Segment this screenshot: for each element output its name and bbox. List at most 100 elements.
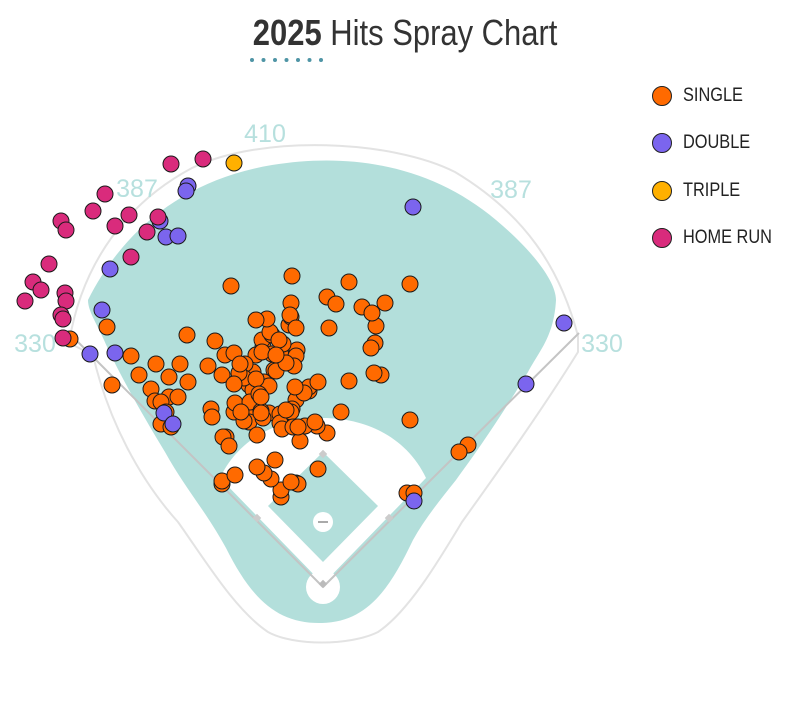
title-year: 2025 bbox=[252, 12, 322, 53]
home-plate bbox=[318, 579, 328, 589]
legend: SINGLE DOUBLE TRIPLE HOME RUN bbox=[652, 84, 802, 273]
outfield-grass bbox=[88, 160, 556, 624]
legend-item-home-run: HOME RUN bbox=[652, 226, 802, 273]
legend-label: TRIPLE bbox=[683, 179, 741, 201]
double-hit-point bbox=[155, 404, 173, 422]
home-run-point bbox=[106, 217, 124, 235]
single-hit-point bbox=[363, 304, 381, 322]
legend-swatch bbox=[652, 227, 672, 248]
single-hit-point bbox=[203, 408, 221, 426]
double-hit-point bbox=[404, 198, 422, 216]
legend-item-triple: TRIPLE bbox=[652, 179, 802, 226]
spray-chart-field: 330 387 410 387 330 bbox=[14, 120, 623, 644]
double-hit-point bbox=[517, 375, 535, 393]
single-hit-point bbox=[247, 370, 265, 388]
title-dot bbox=[284, 58, 289, 62]
double-hit-point bbox=[555, 314, 573, 332]
legend-label: DOUBLE bbox=[683, 132, 751, 154]
distance-left-foul: 330 bbox=[14, 330, 56, 358]
single-hit-point bbox=[253, 343, 271, 361]
single-hit-point bbox=[401, 275, 419, 293]
single-hit-point bbox=[225, 375, 243, 393]
single-hit-point bbox=[283, 267, 301, 285]
single-hit-point bbox=[287, 319, 305, 337]
home-run-point bbox=[138, 223, 156, 241]
home-run-point bbox=[162, 155, 180, 173]
double-hit-point bbox=[93, 301, 111, 319]
single-hit-point bbox=[252, 388, 270, 406]
single-hit-point bbox=[376, 294, 394, 312]
legend-swatch bbox=[652, 86, 672, 106]
single-hit-point bbox=[103, 376, 121, 394]
single-hit-point bbox=[252, 404, 270, 422]
home-run-point bbox=[194, 150, 212, 168]
triple-hit-point bbox=[225, 154, 243, 172]
single-hit-point bbox=[340, 372, 358, 390]
legend-swatch bbox=[652, 180, 672, 201]
home-run-point bbox=[84, 202, 102, 220]
single-hit-point bbox=[365, 364, 383, 382]
title-dot bbox=[296, 58, 300, 62]
home-run-point bbox=[96, 185, 114, 203]
single-hit-point bbox=[231, 355, 249, 373]
legend-item-double: DOUBLE bbox=[652, 131, 802, 178]
chart-title-wrap: 2025 Hits Spray Chart bbox=[0, 12, 804, 54]
single-hit-point bbox=[291, 432, 309, 450]
home-run-point bbox=[57, 221, 75, 239]
single-hit-point bbox=[179, 373, 197, 391]
single-hit-point bbox=[213, 366, 231, 384]
double-hit-point bbox=[101, 260, 119, 278]
single-hit-point bbox=[199, 357, 217, 375]
single-hit-point bbox=[306, 413, 324, 431]
home-run-point bbox=[120, 206, 138, 224]
single-hit-point bbox=[320, 319, 338, 337]
legend-item-single: SINGLE bbox=[652, 84, 802, 131]
single-hit-point bbox=[248, 458, 266, 476]
single-hit-point bbox=[309, 373, 327, 391]
single-hit-point bbox=[171, 355, 189, 373]
home-run-point bbox=[16, 292, 34, 310]
pitchers-rubber bbox=[318, 521, 328, 523]
single-hit-point bbox=[340, 273, 358, 291]
single-hit-point bbox=[286, 378, 304, 396]
title-underline-dots bbox=[250, 58, 323, 62]
chart-title: 2025 Hits Spray Chart bbox=[253, 12, 558, 54]
left-foul-line bbox=[68, 332, 324, 588]
single-hit-point bbox=[282, 473, 300, 491]
title-dot bbox=[307, 58, 312, 62]
single-hit-point bbox=[160, 368, 178, 386]
single-hit-point bbox=[206, 332, 224, 350]
single-hit-point bbox=[232, 403, 250, 421]
single-hit-point bbox=[267, 346, 285, 364]
first-base bbox=[384, 513, 394, 523]
single-hit-point bbox=[309, 460, 327, 478]
distance-left-center: 387 bbox=[116, 175, 158, 203]
single-hit-point bbox=[220, 437, 238, 455]
single-hit-point bbox=[147, 355, 165, 373]
single-hit-point bbox=[270, 331, 288, 349]
single-hit-point bbox=[169, 388, 187, 406]
home-run-point bbox=[32, 281, 50, 299]
single-hit-point bbox=[130, 366, 148, 384]
home-run-point bbox=[149, 208, 167, 226]
single-hit-point bbox=[277, 401, 295, 419]
home-run-point bbox=[122, 248, 140, 266]
single-hit-point bbox=[450, 443, 468, 461]
home-run-point bbox=[54, 310, 72, 328]
legend-label: SINGLE bbox=[683, 85, 743, 106]
single-hit-point bbox=[226, 466, 244, 484]
double-hit-point bbox=[405, 492, 423, 510]
single-hit-point bbox=[266, 451, 284, 469]
distance-center: 410 bbox=[244, 120, 286, 148]
single-hit-point bbox=[178, 326, 196, 344]
right-foul-line bbox=[322, 332, 580, 588]
distance-right-center: 387 bbox=[490, 176, 532, 204]
hit-points bbox=[16, 150, 573, 510]
single-hit-point bbox=[247, 311, 265, 329]
title-dot bbox=[273, 58, 277, 62]
single-hit-point bbox=[98, 318, 116, 336]
home-run-point bbox=[40, 255, 58, 273]
title-dot bbox=[250, 58, 254, 62]
second-base bbox=[318, 449, 328, 459]
double-hit-point bbox=[164, 415, 182, 433]
